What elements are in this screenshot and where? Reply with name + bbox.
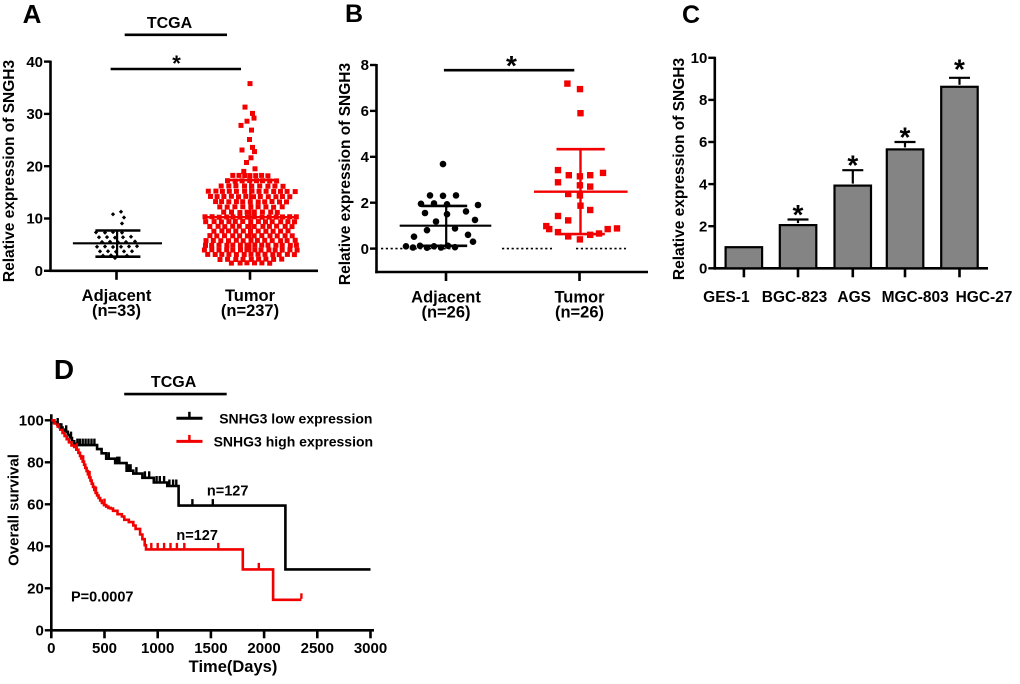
svg-text:10: 10: [691, 50, 708, 67]
svg-text:2: 2: [699, 218, 707, 235]
svg-text:(n=26): (n=26): [421, 304, 470, 322]
svg-text:4: 4: [699, 176, 708, 193]
svg-text:A: A: [23, 0, 42, 29]
svg-text:Adjacent: Adjacent: [82, 287, 152, 305]
svg-text:P=0.0007: P=0.0007: [71, 590, 134, 606]
svg-text:Overall survival: Overall survival: [6, 454, 23, 566]
svg-text:(n=33): (n=33): [92, 302, 141, 320]
svg-text:3000: 3000: [354, 640, 387, 657]
svg-text:0: 0: [35, 623, 43, 640]
svg-text:TCGA: TCGA: [151, 374, 197, 391]
svg-text:TCGA: TCGA: [147, 15, 193, 32]
svg-text:40: 40: [27, 539, 44, 556]
svg-text:6: 6: [361, 103, 369, 120]
svg-text:30: 30: [26, 106, 43, 123]
svg-text:0: 0: [699, 261, 707, 278]
svg-text:0: 0: [361, 241, 369, 258]
svg-text:n=127: n=127: [207, 484, 249, 500]
svg-text:*: *: [793, 199, 804, 230]
svg-text:Adjacent: Adjacent: [411, 289, 481, 307]
svg-text:*: *: [954, 53, 965, 84]
svg-text:C: C: [682, 1, 700, 29]
svg-text:*: *: [172, 51, 181, 76]
svg-text:60: 60: [27, 497, 44, 514]
svg-text:6: 6: [699, 134, 707, 151]
svg-text:Relative expression of SNGH3: Relative expression of SNGH3: [1, 60, 18, 283]
svg-text:10: 10: [26, 211, 43, 228]
svg-text:*: *: [900, 122, 911, 153]
svg-text:2: 2: [361, 195, 369, 212]
svg-text:2000: 2000: [247, 640, 280, 657]
svg-text:1500: 1500: [194, 640, 227, 657]
svg-text:MGC-803: MGC-803: [882, 289, 950, 306]
svg-text:Relative expression of SNGH3: Relative expression of SNGH3: [337, 63, 354, 286]
svg-text:HGC-27: HGC-27: [956, 289, 1013, 306]
svg-text:500: 500: [92, 640, 117, 657]
svg-text:*: *: [847, 150, 858, 181]
svg-text:SNHG3 low expression: SNHG3 low expression: [219, 411, 372, 427]
svg-text:n=127: n=127: [176, 528, 218, 544]
svg-text:8: 8: [699, 92, 707, 109]
svg-text:Tumor: Tumor: [554, 289, 605, 307]
svg-text:20: 20: [27, 581, 44, 598]
svg-text:(n=26): (n=26): [555, 304, 604, 322]
svg-text:Time(Days): Time(Days): [189, 658, 278, 676]
svg-text:D: D: [54, 354, 74, 385]
svg-text:Tumor: Tumor: [225, 287, 276, 305]
svg-text:20: 20: [26, 158, 43, 175]
svg-text:GES-1: GES-1: [703, 289, 750, 306]
svg-text:4: 4: [361, 149, 370, 166]
svg-text:*: *: [506, 50, 517, 81]
svg-text:100: 100: [19, 413, 44, 430]
svg-text:B: B: [345, 0, 363, 28]
svg-text:80: 80: [27, 455, 44, 472]
svg-text:BGC-823: BGC-823: [762, 289, 828, 306]
svg-text:SNHG3 high expression: SNHG3 high expression: [214, 434, 373, 450]
svg-text:(n=237): (n=237): [221, 302, 279, 320]
svg-text:AGS: AGS: [837, 289, 871, 306]
svg-text:40: 40: [26, 54, 43, 71]
svg-text:1000: 1000: [141, 640, 174, 657]
svg-text:0: 0: [47, 640, 55, 657]
svg-text:8: 8: [361, 57, 369, 74]
svg-text:2500: 2500: [301, 640, 334, 657]
svg-text:Relative expression of SNGH3: Relative expression of SNGH3: [671, 58, 688, 281]
svg-text:0: 0: [35, 263, 43, 280]
